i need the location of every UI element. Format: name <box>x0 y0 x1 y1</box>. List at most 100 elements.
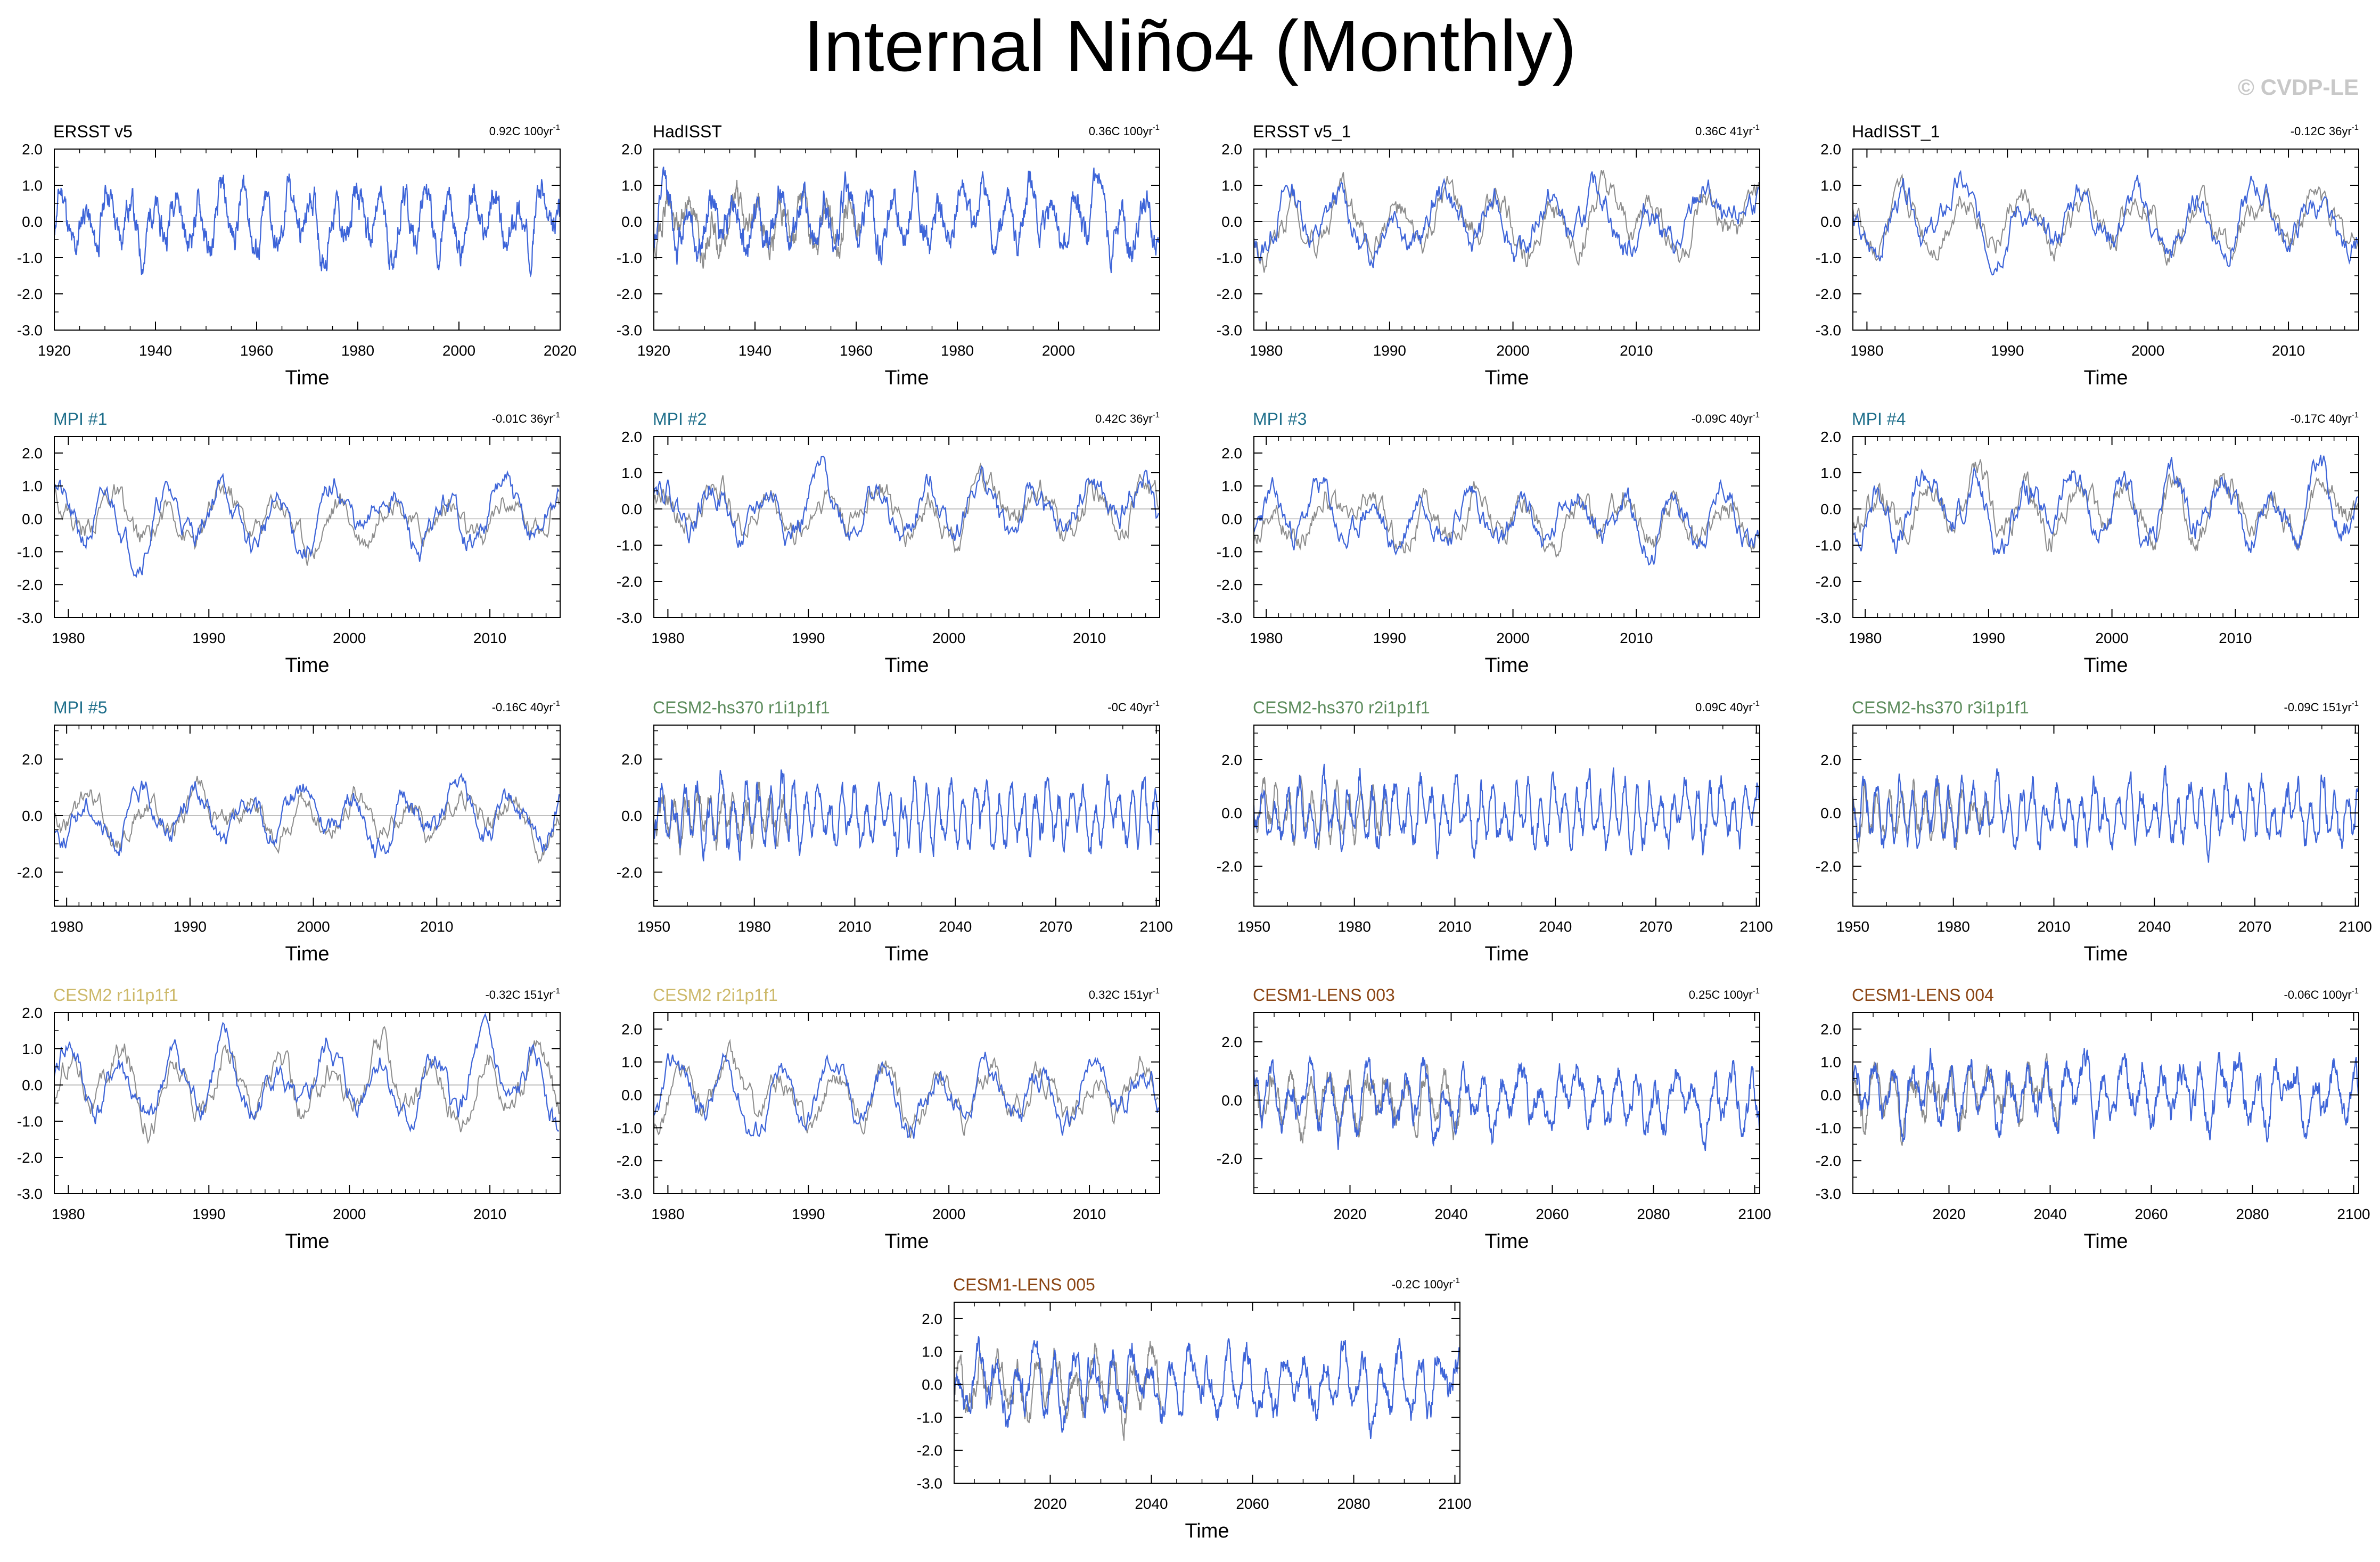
y-tick-label: 1.0 <box>1820 465 1841 481</box>
trend-exponent: -1 <box>1753 986 1760 996</box>
x-tick-label: 1920 <box>637 342 670 359</box>
x-tick-label: 1980 <box>1250 630 1283 646</box>
y-tick-label: 0.0 <box>1820 213 1841 230</box>
x-tick-label: 2010 <box>838 918 871 935</box>
y-tick-label: -3.0 <box>617 322 642 339</box>
panel-title: CESM2-hs370 r2i1p1f1 <box>1253 698 1430 717</box>
y-tick-label: 0.0 <box>621 213 642 230</box>
chart-panel: MPI #4 -0.17C 40yr-1 1980 1990 2000 2010 -3.0 -… <box>1816 409 2359 677</box>
x-tick-label: 1980 <box>1850 342 1883 359</box>
y-tick-label: -3.0 <box>617 1186 642 1202</box>
x-tick-label: 2000 <box>333 630 366 646</box>
y-tick-label: -2.0 <box>1816 858 1841 875</box>
observed-series-line <box>653 179 861 269</box>
panel-title: MPI #1 <box>53 409 107 429</box>
x-tick-label: 1990 <box>792 1206 825 1222</box>
y-tick-label: -3.0 <box>917 1475 942 1492</box>
x-tick-label: 1980 <box>738 918 771 935</box>
trend-value: 0.09C 40yr <box>1695 701 1753 714</box>
trend-value: -0C 40yr <box>1107 701 1152 714</box>
x-tick-label: 1960 <box>840 342 873 359</box>
trend-label: -0.09C 40yr-1 <box>1692 410 1760 425</box>
trend-exponent: -1 <box>2352 699 2359 708</box>
x-axis-label: Time <box>285 367 329 389</box>
y-tick-label: 0.0 <box>1221 511 1242 528</box>
y-tick-label: 2.0 <box>1221 445 1242 462</box>
observed-series-line <box>1852 173 2358 266</box>
x-tick-label: 1980 <box>1338 918 1371 935</box>
panel-title: MPI #3 <box>1253 409 1307 429</box>
observed-series-line <box>54 776 560 864</box>
panel-title: CESM2-hs370 r3i1p1f1 <box>1852 698 2029 717</box>
x-tick-label: 2010 <box>420 918 453 935</box>
y-tick-label: -3.0 <box>617 610 642 626</box>
y-tick-label: -2.0 <box>617 286 642 302</box>
trend-label: 0.32C 151yr-1 <box>1089 986 1160 1001</box>
y-tick-label: -2.0 <box>617 1153 642 1169</box>
observed-series-line <box>54 482 560 566</box>
y-tick-label: 1.0 <box>22 478 43 495</box>
plot-frame <box>54 149 561 331</box>
y-tick-label: -2.0 <box>17 1149 43 1166</box>
plot-frame <box>653 436 1160 618</box>
x-tick-label: 2060 <box>2135 1206 2168 1222</box>
model-series-line <box>653 1051 1159 1139</box>
x-tick-label: 2100 <box>1740 918 1773 935</box>
y-tick-label: 2.0 <box>1820 429 1841 445</box>
trend-label: 0.09C 40yr-1 <box>1695 699 1760 714</box>
x-tick-label: 2060 <box>1536 1206 1569 1222</box>
model-series-line <box>1253 477 1760 566</box>
trend-exponent: -1 <box>2352 123 2359 132</box>
x-tick-label: 1980 <box>651 630 684 646</box>
trend-value: -0.17C 40yr <box>2291 412 2352 425</box>
chart-panel: CESM2 r1i1p1f1 -0.32C 151yr-1 1980 1990 2000… <box>17 985 561 1253</box>
y-tick-label: -3.0 <box>1217 610 1242 626</box>
y-tick-label: -2.0 <box>1816 286 1841 302</box>
y-tick-label: 2.0 <box>922 1311 942 1327</box>
y-tick-label: -3.0 <box>17 610 43 626</box>
y-tick-label: 1.0 <box>621 1054 642 1071</box>
x-tick-label: 2100 <box>1438 1495 1471 1512</box>
trend-value: 0.36C 100yr <box>1089 125 1153 138</box>
panel-title: HadISST <box>653 122 722 141</box>
model-series-line <box>1852 455 2358 555</box>
trend-label: -0.06C 100yr-1 <box>2284 986 2359 1001</box>
trend-value: -0.09C 151yr <box>2284 701 2351 714</box>
x-tick-label: 2070 <box>2238 918 2271 935</box>
plot-frame <box>1852 1012 2359 1194</box>
y-tick-label: -1.0 <box>617 537 642 554</box>
y-tick-label: 1.0 <box>1221 478 1242 495</box>
y-tick-label: -3.0 <box>17 322 43 339</box>
y-tick-label: -1.0 <box>1816 537 1841 554</box>
trend-exponent: -1 <box>1753 123 1760 132</box>
x-tick-label: 2100 <box>2337 1206 2370 1222</box>
y-tick-label: 0.0 <box>621 808 642 824</box>
panel-title: HadISST_1 <box>1852 122 1940 141</box>
chart-panel: CESM2 r2i1p1f1 0.32C 151yr-1 1980 1990 2000 2… <box>617 985 1160 1253</box>
trend-exponent: -1 <box>553 410 560 420</box>
trend-exponent: -1 <box>553 699 560 708</box>
figure-title: Internal Niño4 (Monthly) <box>803 5 1577 86</box>
model-series-line <box>1253 763 1760 860</box>
trend-value: 0.25C 100yr <box>1689 988 1753 1001</box>
x-tick-label: 2070 <box>1039 918 1072 935</box>
x-tick-label: 2000 <box>932 1206 965 1222</box>
y-tick-label: 1.0 <box>1820 177 1841 194</box>
plot-frame <box>1253 149 1760 331</box>
y-tick-label: -1.0 <box>1217 250 1242 266</box>
trend-value: -0.09C 40yr <box>1692 412 1753 425</box>
x-tick-label: 2000 <box>2095 630 2128 646</box>
x-tick-label: 2080 <box>1637 1206 1670 1222</box>
y-tick-label: 1.0 <box>22 177 43 194</box>
y-tick-label: 1.0 <box>22 1041 43 1057</box>
y-tick-label: -1.0 <box>617 250 642 266</box>
plot-frame <box>653 149 1160 331</box>
x-tick-label: 2010 <box>1073 1206 1106 1222</box>
model-series-line <box>653 769 1160 862</box>
y-tick-label: 2.0 <box>1820 141 1841 158</box>
panel-title: CESM2 r2i1p1f1 <box>653 985 778 1005</box>
y-tick-label: 1.0 <box>1221 177 1242 194</box>
trend-value: 0.36C 41yr <box>1695 125 1753 138</box>
chart-panel: CESM2-hs370 r2i1p1f1 0.09C 40yr-1 1950 1980… <box>1217 698 1773 965</box>
chart-panel: CESM2-hs370 r1i1p1f1 -0C 40yr-1 1950 1980 20… <box>617 698 1173 965</box>
